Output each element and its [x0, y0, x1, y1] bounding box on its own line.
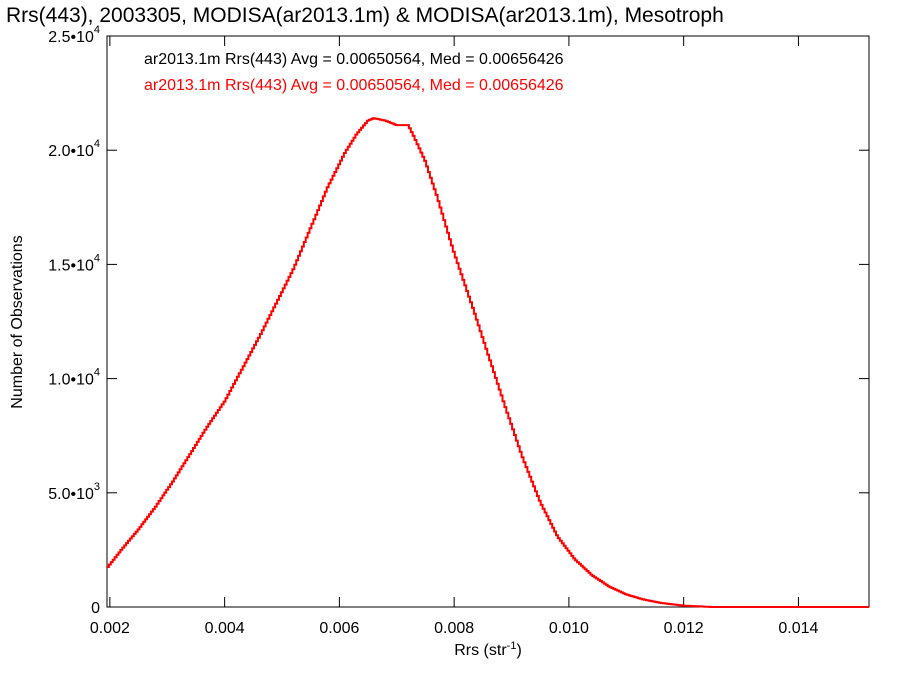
y-tick-label: 5.0•103 [48, 481, 100, 503]
legend-entry: ar2013.1m Rrs(443) Avg = 0.00650564, Med… [144, 77, 564, 94]
legend: ar2013.1m Rrs(443) Avg = 0.00650564, Med… [144, 51, 564, 94]
y-tick-label: 1.5•104 [48, 252, 100, 274]
y-tick-label: 2.0•104 [48, 138, 100, 160]
plot-frame [106, 35, 870, 608]
y-axis-label: Number of Observations [9, 235, 26, 408]
y-tick-label: 0 [91, 600, 100, 617]
series-line-red [107, 117, 869, 608]
x-tick-label: 0.002 [90, 620, 130, 637]
y-tick-label: 2.5•104 [48, 24, 100, 46]
y-tick-label: 1.0•104 [48, 367, 100, 389]
x-tick-label: 0.010 [549, 620, 589, 637]
x-tick-label: 0.008 [434, 620, 474, 637]
x-tick-label: 0.006 [319, 620, 359, 637]
y-axis-ticks: 0 5.0•103 1.0•104 1.5•104 2.0•104 2.5•104 [48, 24, 869, 617]
x-tick-label: 0.014 [778, 620, 818, 637]
x-tick-label: 0.012 [664, 620, 704, 637]
x-axis-ticks: 0.002 0.004 0.006 0.008 0.010 0.012 0.014 [90, 36, 819, 637]
x-tick-label: 0.004 [205, 620, 245, 637]
legend-entry: ar2013.1m Rrs(443) Avg = 0.00650564, Med… [144, 51, 564, 68]
chart-title: Rrs(443), 2003305, MODISA(ar2013.1m) & M… [6, 4, 724, 27]
x-axis-label: Rrs (str-1) [454, 640, 522, 659]
